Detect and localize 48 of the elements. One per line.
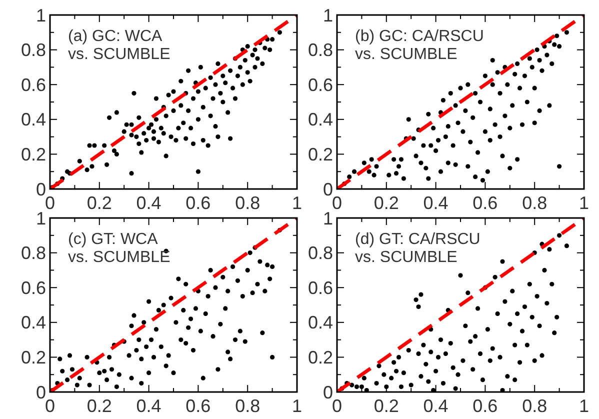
y-tick-label: 0.4 (308, 312, 333, 333)
x-tick-label: 0.4 (136, 396, 162, 416)
y-tick-label: 0.2 (20, 144, 46, 164)
y-tick-label: 0 (36, 382, 46, 402)
annotation: (b) GC: CA/RSCU vs. SCUMBLE (355, 28, 484, 63)
x-tick-label: 1 (292, 193, 302, 213)
x-tick-label: 0.8 (522, 396, 548, 416)
y-tick-label: 0.6 (308, 278, 333, 298)
y-tick-label: 0.8 (20, 243, 46, 264)
y-tick-label: 0.8 (308, 40, 333, 60)
x-tick-label: 0.6 (186, 193, 211, 213)
x-tick-label: 1 (292, 396, 302, 416)
x-tick-label: 0.2 (86, 396, 112, 416)
x-tick-label: 1 (578, 193, 590, 213)
y-tick-label: 0 (322, 382, 333, 402)
x-tick-label: 0.6 (472, 396, 498, 416)
y-tick-label: 0.4 (308, 110, 333, 130)
y-tick-label: 0.6 (20, 278, 46, 298)
y-tick-label: 0.2 (20, 348, 46, 368)
y-tick-label: 1 (36, 208, 46, 228)
annotation: (a) GC: WCA vs. SCUMBLE (68, 28, 170, 63)
y-tick-label: 1 (36, 5, 46, 26)
x-tick-label: 0.2 (86, 193, 112, 213)
x-tick-label: 0.8 (235, 396, 260, 416)
y-tick-label: 0.6 (20, 74, 46, 95)
y-tick-label: 0.2 (308, 348, 333, 368)
y-tick-label: 0 (36, 179, 46, 200)
x-tick-label: 0.4 (136, 193, 162, 213)
y-tick-label: 0.4 (20, 312, 46, 333)
y-tick-label: 0.2 (308, 144, 333, 164)
x-tick-label: 0.6 (472, 193, 498, 213)
x-tick-label: 0.4 (423, 193, 448, 213)
y-tick-label: 0.8 (308, 243, 333, 264)
y-tick-label: 1 (322, 5, 333, 26)
x-tick-label: 0.2 (374, 396, 399, 416)
x-tick-label: 0.6 (186, 396, 211, 416)
y-tick-label: 0.4 (20, 110, 46, 130)
annotation: (d) GT: CA/RSCU vs. SCUMBLE (355, 231, 480, 266)
annotation: (c) GT: WCA vs. SCUMBLE (68, 231, 170, 266)
x-tick-label: 0.2 (374, 193, 399, 213)
x-tick-label: 0.8 (522, 193, 548, 213)
y-tick-label: 0.6 (308, 74, 333, 95)
x-tick-label: 1 (578, 396, 590, 416)
x-tick-label: 0.8 (235, 193, 260, 213)
y-tick-label: 0.8 (20, 40, 46, 60)
x-tick-label: 0.4 (423, 396, 448, 416)
y-tick-label: 1 (322, 208, 333, 228)
y-tick-label: 0 (322, 179, 333, 200)
